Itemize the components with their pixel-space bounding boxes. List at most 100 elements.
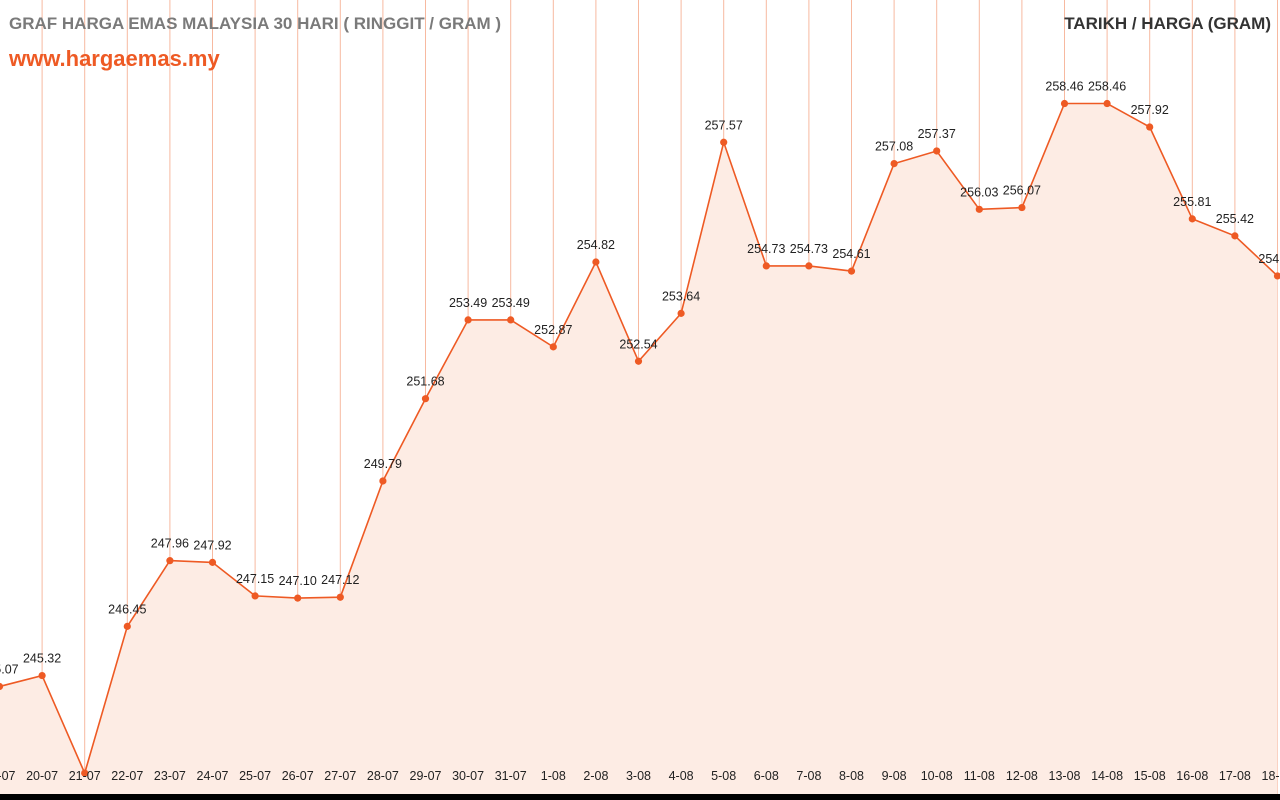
x-tick-label: 8-08 [839, 769, 864, 783]
x-tick-label: 12-08 [1006, 769, 1038, 783]
data-point [805, 262, 813, 270]
data-label: 245.32 [23, 652, 61, 666]
x-tick-label: 13-08 [1049, 769, 1081, 783]
x-tick-label: 6-08 [754, 769, 779, 783]
data-label: 258.46 [1045, 80, 1083, 94]
x-tick-label: 25-07 [239, 769, 271, 783]
data-point [592, 258, 600, 266]
data-point [1018, 203, 1026, 212]
data-label: 254.61 [832, 247, 870, 261]
data-label: 252.54 [619, 337, 657, 351]
x-tick-label: 22-07 [111, 769, 143, 783]
data-point [933, 147, 941, 155]
data-label: 252.87 [534, 323, 572, 337]
data-point [1146, 123, 1154, 131]
x-tick-label: 20-07 [26, 769, 58, 783]
data-label: 247.96 [151, 537, 189, 551]
website-link[interactable]: www.hargaemas.my [9, 46, 220, 71]
data-label: 245.07 [0, 662, 19, 676]
x-tick-label: 11-08 [964, 769, 995, 783]
x-tick-label: 29-07 [410, 769, 442, 783]
data-label: 247.92 [193, 538, 231, 552]
data-point [549, 343, 557, 351]
data-labels: 245.07 245.32 246.45 247.96 247.92 247.15 247.… [0, 80, 1280, 677]
x-tick-label: 2-08 [583, 769, 608, 783]
x-tick-label: 16-08 [1176, 769, 1208, 783]
data-point [81, 769, 89, 777]
x-tick-label: 15-08 [1134, 769, 1166, 783]
data-point [421, 395, 430, 403]
data-point [251, 592, 259, 600]
x-tick-label: 10-08 [921, 769, 953, 783]
data-point [38, 671, 46, 680]
data-point [1103, 99, 1111, 108]
data-point [1231, 232, 1239, 240]
data-label: 247.10 [279, 574, 317, 588]
data-label: 251.68 [406, 375, 444, 389]
data-point [208, 558, 217, 566]
data-label: 254.73 [747, 242, 785, 256]
data-point [1188, 215, 1196, 223]
x-tick-label: 30-07 [452, 769, 484, 783]
data-label: 258.46 [1088, 80, 1126, 94]
data-point [123, 622, 131, 630]
x-tick-label: 17-08 [1219, 769, 1251, 783]
axis-legend: TARIKH / HARGA (GRAM) [1064, 14, 1271, 33]
data-label: 256.07 [1003, 184, 1041, 198]
data-point [720, 138, 728, 146]
data-point [762, 262, 770, 270]
data-label: 254.82 [577, 238, 615, 252]
data-point [634, 357, 643, 365]
x-tick-label: 9-08 [882, 769, 907, 783]
x-tick-label: 18-08 [1262, 769, 1280, 783]
x-tick-label: 24-07 [197, 769, 229, 783]
data-point [847, 267, 856, 275]
price-area-fill [0, 103, 1278, 794]
x-axis-ticks: 19-07 20-07 21-07 22-07 23-07 24-07 25-07 26-07… [0, 769, 1280, 783]
data-point [677, 309, 685, 317]
data-label: 257.92 [1131, 103, 1169, 117]
data-label: 257.08 [875, 140, 913, 154]
data-point [1060, 99, 1069, 108]
data-label: 253.49 [449, 296, 487, 310]
x-tick-label: 4-08 [669, 769, 694, 783]
data-point [294, 594, 302, 602]
data-point [1273, 272, 1280, 280]
data-label: 256.03 [960, 185, 998, 199]
data-label: 254.50 [1258, 252, 1280, 266]
data-label: 254.73 [790, 242, 828, 256]
x-tick-label: 19-07 [0, 769, 16, 783]
x-tick-label: 27-07 [324, 769, 356, 783]
data-point [507, 316, 515, 324]
data-label: 253.64 [662, 289, 700, 303]
data-points [0, 99, 1280, 777]
data-point [464, 316, 472, 324]
data-label: 247.12 [321, 573, 359, 587]
data-label: 255.42 [1216, 212, 1254, 226]
data-point [975, 205, 983, 213]
x-tick-label: 1-08 [541, 769, 566, 783]
data-label: 255.81 [1173, 195, 1211, 209]
data-label: 253.49 [492, 296, 530, 310]
data-label: 257.57 [705, 118, 743, 132]
x-tick-label: 3-08 [626, 769, 651, 783]
data-label: 246.45 [108, 602, 146, 616]
data-label: 247.15 [236, 572, 274, 586]
x-tick-label: 14-08 [1091, 769, 1123, 783]
x-tick-label: 23-07 [154, 769, 186, 783]
chart-title: GRAF HARGA EMAS MALAYSIA 30 HARI ( RINGG… [9, 14, 502, 33]
x-tick-label: 31-07 [495, 769, 527, 783]
data-label: 257.37 [918, 127, 956, 141]
data-point [379, 477, 387, 485]
data-point [890, 160, 898, 168]
x-tick-label: 7-08 [796, 769, 821, 783]
data-point [166, 557, 174, 565]
data-point [336, 593, 344, 601]
data-point [0, 682, 4, 691]
x-tick-label: 26-07 [282, 769, 314, 783]
x-tick-label: 21-07 [69, 769, 101, 783]
data-label: 249.79 [364, 457, 402, 471]
x-tick-label: 5-08 [711, 769, 736, 783]
